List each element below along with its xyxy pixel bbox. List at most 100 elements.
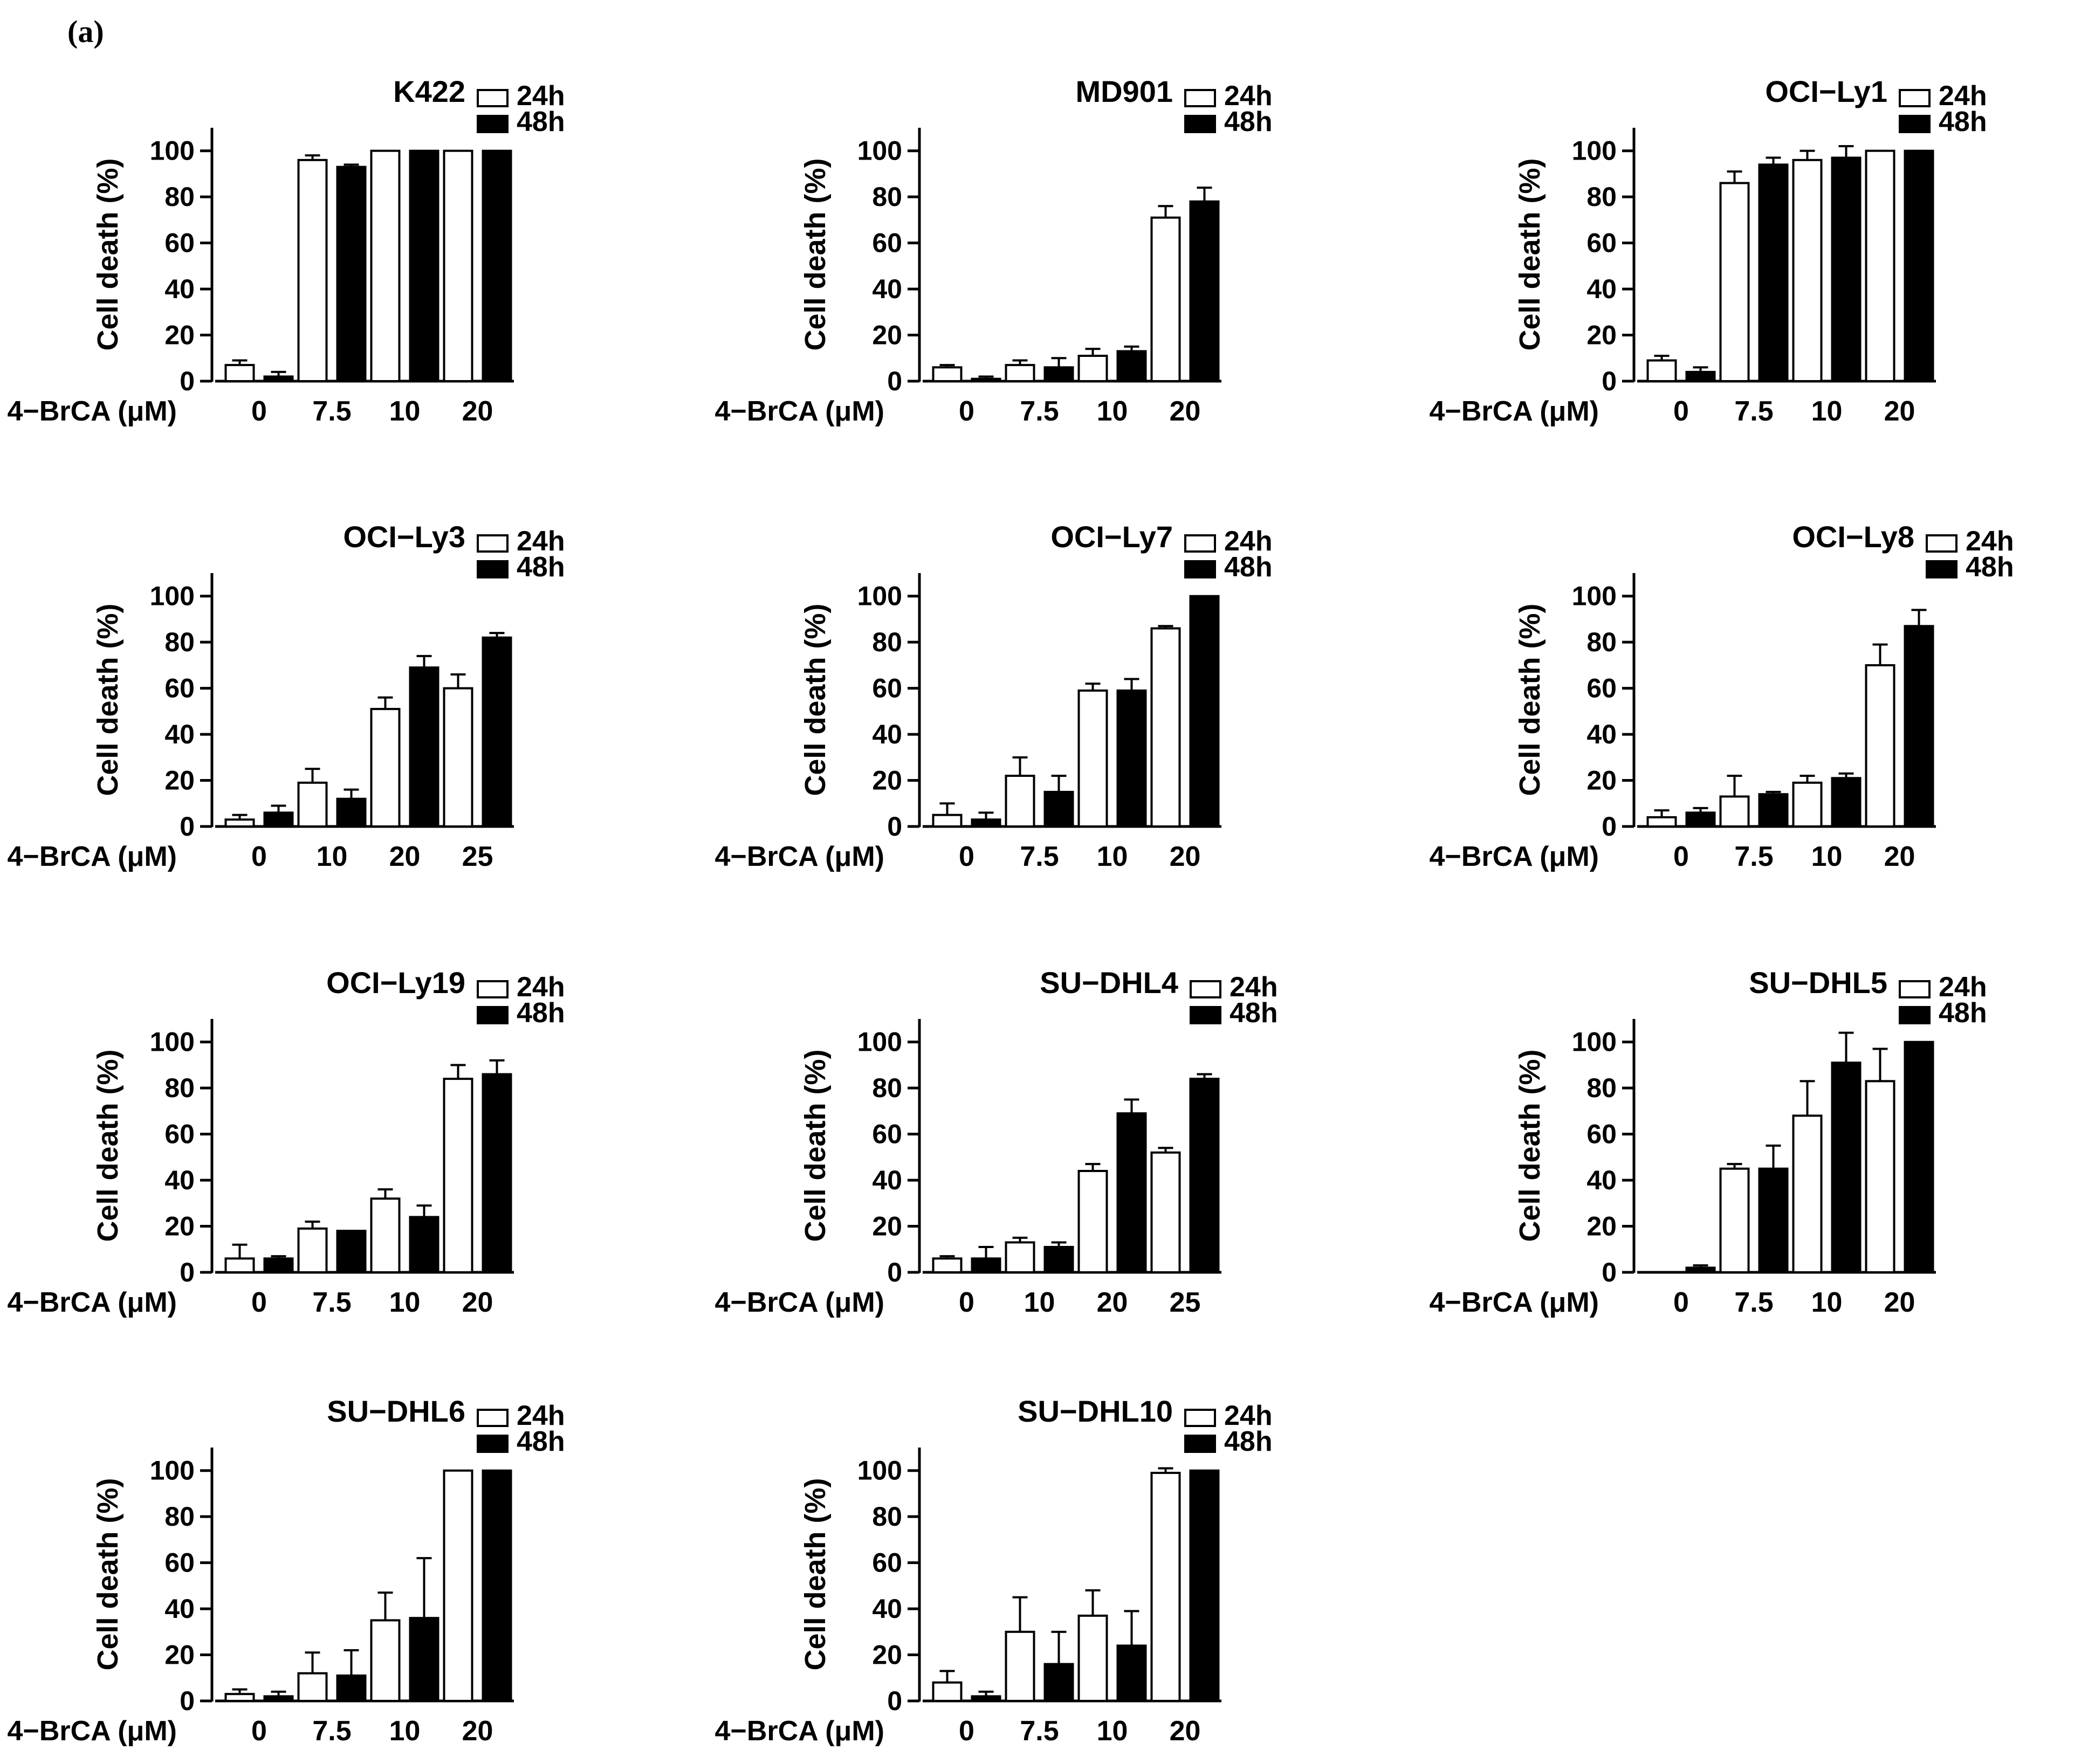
bar-48h xyxy=(1116,689,1147,828)
y-tick-label: 40 xyxy=(1586,1165,1617,1195)
y-axis-label: Cell death (%) xyxy=(92,1478,124,1670)
y-tick-label: 60 xyxy=(872,673,902,704)
x-tick-label: 0 xyxy=(251,1715,267,1747)
bar-24h xyxy=(1646,816,1677,828)
legend-swatch-24h xyxy=(1926,534,1958,553)
x-tick-label: 7.5 xyxy=(1020,841,1059,872)
y-tick-label: 20 xyxy=(872,320,902,350)
chart-panel-5: 0 20 40 60 80 100 Cell death (%) 0 7.5 10 20 4−BrCA… xyxy=(1430,520,2014,872)
y-tick-label: 20 xyxy=(872,1640,902,1670)
y-tick-label: 80 xyxy=(872,182,902,212)
bar-24h xyxy=(297,159,328,382)
y-tick-label: 0 xyxy=(180,811,195,842)
y-tick-label: 100 xyxy=(150,1027,195,1057)
y-tick-label: 40 xyxy=(164,719,195,749)
x-tick-label: 25 xyxy=(462,841,493,872)
y-tick-label: 80 xyxy=(1586,627,1617,657)
x-tick-label: 7.5 xyxy=(1020,396,1059,427)
x-tick-label: 10 xyxy=(317,841,348,872)
y-tick-label: 40 xyxy=(1586,719,1617,749)
y-tick-label: 60 xyxy=(164,228,195,258)
bar-48h xyxy=(1758,1167,1789,1274)
x-tick-label: 20 xyxy=(1170,396,1201,427)
y-tick-label: 0 xyxy=(887,366,902,396)
legend-swatch-24h xyxy=(1184,89,1216,107)
y-tick-label: 0 xyxy=(1602,366,1617,396)
y-tick-label: 20 xyxy=(164,320,195,350)
legend-label-48h: 48h xyxy=(1966,552,2014,583)
chart-title: SU−DHL6 xyxy=(327,1394,465,1428)
legend-swatch-24h xyxy=(477,980,509,998)
chart-panel-9: 0 20 40 60 80 100 Cell death (%) 0 7.5 10 20 4−BrCA… xyxy=(8,1394,565,1747)
chart-title: K422 xyxy=(393,74,465,108)
chart-panel-0: 0 20 40 60 80 100 Cell death (%) 0 7.5 10 20 4−BrCA… xyxy=(8,74,565,427)
legend-label-24h: 24h xyxy=(517,971,565,1003)
legend-label-24h: 24h xyxy=(517,80,565,112)
y-axis-label: Cell death (%) xyxy=(799,1049,832,1242)
bar-48h xyxy=(1685,811,1716,828)
legend-swatch-24h xyxy=(1899,89,1931,107)
bar-48h xyxy=(1831,1062,1862,1273)
x-tick-label: 10 xyxy=(1024,1287,1055,1318)
x-tick-label: 0 xyxy=(1673,396,1689,427)
chart-panel-2: 0 20 40 60 80 100 Cell death (%) 0 7.5 10 20 4−BrCA… xyxy=(1430,74,1987,427)
y-tick-label: 100 xyxy=(150,581,195,611)
legend-swatch-48h xyxy=(1899,1006,1931,1024)
bar-24h xyxy=(1077,355,1108,382)
y-tick-label: 80 xyxy=(872,627,902,657)
x-axis-label: 4−BrCA (μM) xyxy=(1430,396,1599,427)
legend-label-24h: 24h xyxy=(1224,80,1273,112)
bar-24h xyxy=(1150,1151,1181,1273)
bar-24h xyxy=(224,1257,255,1273)
y-tick-label: 0 xyxy=(180,1686,195,1716)
x-tick-label: 20 xyxy=(1170,1715,1201,1747)
y-tick-label: 20 xyxy=(164,1640,195,1670)
legend-label-48h: 48h xyxy=(1224,1426,1273,1457)
bar-24h xyxy=(297,1227,328,1273)
bar-24h xyxy=(1077,689,1108,828)
bar-24h xyxy=(1005,1630,1035,1702)
legend-swatch-48h xyxy=(477,115,509,133)
y-tick-label: 100 xyxy=(857,1027,902,1057)
bar-24h xyxy=(297,1672,328,1703)
legend-label-48h: 48h xyxy=(1939,997,1987,1029)
y-tick-label: 20 xyxy=(1586,766,1617,796)
x-tick-label: 0 xyxy=(251,396,267,427)
y-tick-label: 60 xyxy=(164,673,195,704)
bar-48h xyxy=(1904,149,1934,382)
y-tick-label: 0 xyxy=(887,811,902,842)
legend-label-48h: 48h xyxy=(517,997,565,1029)
bar-48h xyxy=(1904,1041,1934,1274)
bar-48h xyxy=(482,149,512,382)
bar-24h xyxy=(370,149,401,382)
bar-24h xyxy=(932,366,963,383)
bar-24h xyxy=(224,1693,255,1703)
bar-48h xyxy=(482,1469,512,1703)
chart-title: SU−DHL10 xyxy=(1018,1394,1173,1428)
bar-48h xyxy=(1758,793,1789,828)
bar-48h xyxy=(1116,350,1147,382)
bar-24h xyxy=(1792,1114,1823,1274)
bar-48h xyxy=(971,818,1001,828)
y-tick-label: 0 xyxy=(180,366,195,396)
y-tick-label: 20 xyxy=(1586,1211,1617,1242)
legend-swatch-48h xyxy=(477,1006,509,1024)
x-tick-label: 7.5 xyxy=(312,1715,351,1747)
x-axis-label: 4−BrCA (μM) xyxy=(715,396,884,427)
y-tick-label: 60 xyxy=(1586,1119,1617,1149)
bar-24h xyxy=(1719,795,1750,828)
chart-panel-4: 0 20 40 60 80 100 Cell death (%) 0 7.5 10 20 4−BrCA… xyxy=(715,520,1273,872)
legend-swatch-24h xyxy=(1184,534,1216,553)
legend-label-48h: 48h xyxy=(517,106,565,137)
x-tick-label: 25 xyxy=(1170,1287,1201,1318)
x-tick-label: 7.5 xyxy=(1020,1715,1059,1747)
chart-title: OCI−Ly19 xyxy=(326,966,465,1000)
x-tick-label: 20 xyxy=(1884,396,1915,427)
bar-48h xyxy=(1831,156,1862,382)
legend-label-48h: 48h xyxy=(1224,106,1273,137)
x-tick-label: 7.5 xyxy=(1734,841,1773,872)
bar-48h xyxy=(1685,1266,1716,1274)
bar-48h xyxy=(1904,625,1934,828)
bar-48h xyxy=(409,666,439,828)
